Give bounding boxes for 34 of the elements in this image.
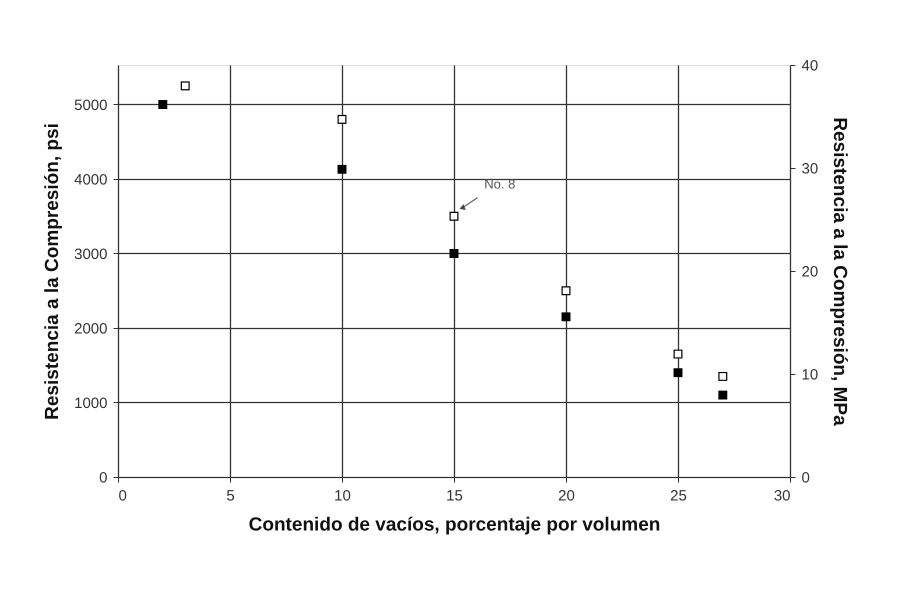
point [338, 164, 346, 174]
point [180, 81, 190, 90]
point [450, 212, 458, 221]
point [718, 390, 728, 400]
x-tick-label: 15 [446, 488, 463, 504]
y-tick-label: 1000 [74, 394, 108, 412]
y-tick-label: 5000 [74, 96, 108, 114]
point [450, 249, 458, 258]
point [674, 350, 682, 359]
x-tick-label: 5 [226, 488, 235, 504]
annotation: No. 8 [484, 176, 516, 192]
x-tick-label: 0 [118, 488, 127, 504]
y2-axis-title: Resistencia a la Compresión, MPa [829, 117, 850, 426]
point [158, 100, 168, 109]
y-tick-label: 4000 [74, 171, 108, 188]
x-tick-label: 20 [558, 488, 575, 504]
y2-tick-label: 40 [802, 58, 818, 74]
point [562, 312, 570, 322]
point [562, 286, 570, 296]
y2-tick-label: 30 [802, 160, 818, 178]
y2-tick-label: 20 [802, 264, 818, 280]
point [718, 372, 728, 381]
y-tick-label: 2000 [74, 320, 108, 338]
y-tick-label: 3000 [74, 246, 108, 263]
y2-tick-label: 10 [802, 366, 818, 384]
x-tick-label: 30 [774, 488, 790, 504]
point [674, 368, 682, 378]
x-tick-label: 25 [670, 488, 687, 504]
x-axis-title: Contenido de vacíos, porcentaje por volumen [248, 514, 660, 536]
x-tick-label: 10 [334, 488, 351, 504]
point [338, 114, 346, 124]
y-axis-title: Resistencia a la Compresión, psi [42, 123, 64, 420]
y2-tick-label: 0 [802, 470, 810, 486]
y-tick-label: 0 [99, 470, 108, 486]
